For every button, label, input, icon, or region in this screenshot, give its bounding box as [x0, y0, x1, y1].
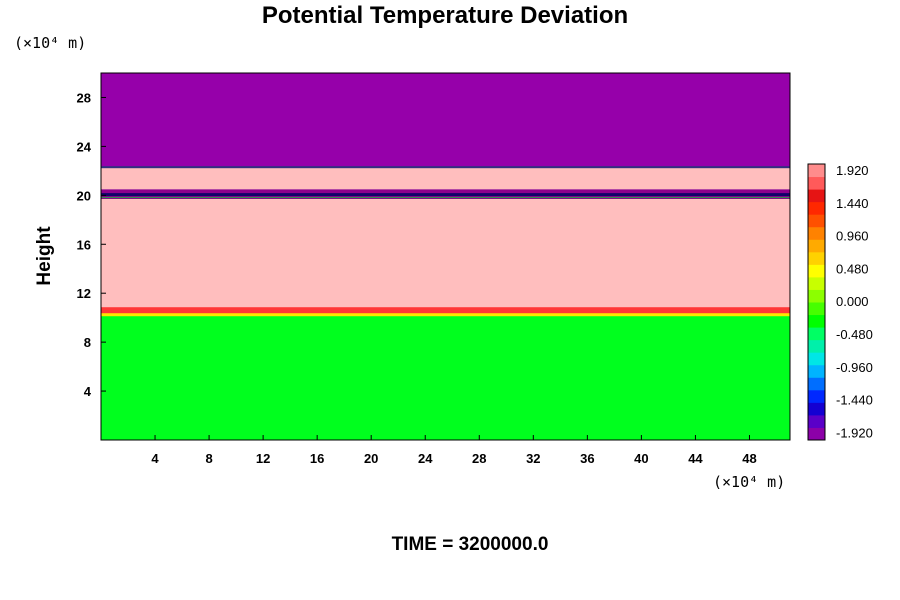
time-label: TIME = 3200000.0 — [392, 534, 549, 555]
colorbar-segment — [808, 239, 825, 253]
x-tick-label: 44 — [688, 451, 703, 466]
colorbar-tick-label: 1.920 — [836, 163, 869, 178]
y-units-label: (×10⁴ m) — [14, 34, 86, 52]
colorbar-tick-label: 0.960 — [836, 229, 869, 244]
colorbar-segment — [808, 276, 825, 290]
band-green-line — [101, 197, 790, 199]
colorbar-tick-label: 0.000 — [836, 294, 869, 309]
x-tick-label: 24 — [418, 451, 433, 466]
colorbar-segment — [808, 302, 825, 316]
chart-title: Potential Temperature Deviation — [262, 2, 628, 29]
plot-frame — [100, 72, 791, 441]
colorbar-segment — [808, 164, 825, 178]
x-tick-label: 12 — [256, 451, 270, 466]
colorbar-segment — [808, 402, 825, 416]
y-tick-label: 16 — [77, 237, 91, 252]
layer-upper-middle — [101, 167, 790, 190]
colorbar-segment — [808, 364, 825, 378]
colorbar-segment — [808, 176, 825, 190]
plot-area — [101, 73, 790, 440]
colorbar-segment — [808, 339, 825, 353]
colorbar-segment — [808, 377, 825, 391]
colorbar-segment — [808, 289, 825, 303]
colorbar-segment — [808, 201, 825, 215]
x-tick-label: 48 — [742, 451, 756, 466]
y-tick-label: 12 — [77, 286, 91, 301]
layer-top — [101, 73, 790, 168]
layer-middle — [101, 199, 790, 316]
x-tick-label: 36 — [580, 451, 594, 466]
x-tick-label: 40 — [634, 451, 648, 466]
colorbar-segment — [808, 226, 825, 240]
x-tick-label: 28 — [472, 451, 486, 466]
colorbar-segment — [808, 189, 825, 203]
x-tick-label: 32 — [526, 451, 540, 466]
interface-yellow-band — [101, 313, 790, 317]
interface-red-band — [101, 307, 790, 315]
y-axis: 4 8 12 16 20 24 28 — [77, 90, 106, 399]
colorbar-tick-label: 1.440 — [836, 196, 869, 211]
x-units-label: (×10⁴ m) — [713, 473, 785, 491]
colorbar: 1.920 1.440 0.960 0.480 0.000 -0.480 -0.960 -1.… — [807, 163, 873, 441]
y-tick-label: 20 — [77, 188, 91, 203]
colorbar-frame — [807, 163, 826, 441]
colorbar-tick-label: 0.480 — [836, 261, 869, 276]
colorbar-segment — [808, 327, 825, 341]
colorbar-tick-label: -0.960 — [836, 360, 873, 375]
band-dark-line — [101, 193, 790, 197]
colorbar-tick-label: -1.440 — [836, 393, 873, 408]
y-axis-label: Height — [34, 226, 55, 286]
colorbar-segment — [808, 414, 825, 428]
y-tick-label: 28 — [77, 90, 91, 105]
colorbar-tick-label: -0.480 — [836, 327, 873, 342]
top-edge-line — [101, 166, 790, 169]
x-tick-label: 20 — [364, 451, 378, 466]
y-tick-label: 8 — [84, 335, 91, 350]
x-axis: 4 8 12 16 20 24 28 32 36 40 44 48 — [151, 435, 757, 466]
colorbar-tick-label: -1.920 — [836, 425, 873, 440]
y-tick-label: 4 — [84, 384, 92, 399]
colorbar-segment — [808, 389, 825, 403]
colorbar-segment — [808, 214, 825, 228]
colorbar-segment — [808, 314, 825, 328]
y-tick-label: 24 — [77, 139, 92, 154]
colorbar-segment — [808, 251, 825, 265]
x-tick-label: 4 — [151, 451, 159, 466]
x-tick-label: 8 — [205, 451, 212, 466]
layer-lower — [101, 315, 790, 440]
colorbar-segment — [808, 427, 825, 441]
x-tick-label: 16 — [310, 451, 324, 466]
colorbar-segment — [808, 352, 825, 366]
colorbar-segment — [808, 264, 825, 278]
